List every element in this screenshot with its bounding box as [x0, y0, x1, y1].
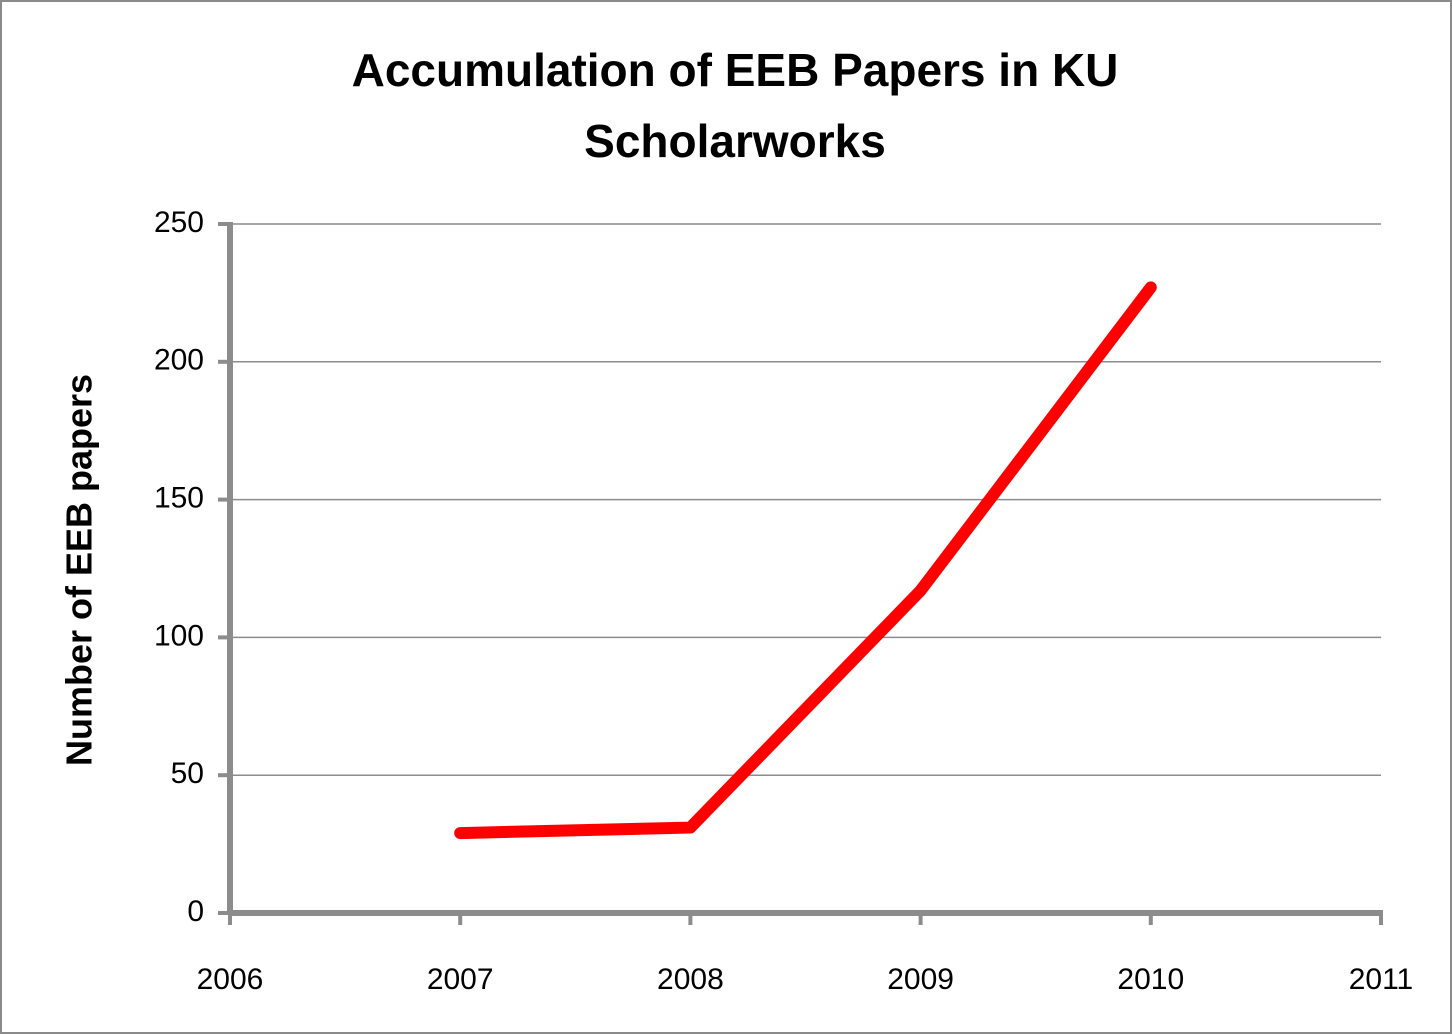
y-tick-label: 250	[154, 206, 204, 239]
y-axis-label: Number of EEB papers	[59, 374, 100, 766]
y-tick-label: 200	[154, 344, 204, 377]
x-tick-label: 2010	[1117, 963, 1184, 996]
y-tick-label: 100	[154, 619, 204, 652]
y-tick-label: 0	[187, 895, 204, 928]
y-tick-label: 50	[171, 757, 204, 790]
x-tick-label: 2006	[197, 963, 264, 996]
x-tick-label: 2011	[1349, 963, 1414, 996]
x-tick-label: 2008	[657, 963, 724, 996]
x-tick-label: 2009	[887, 963, 954, 996]
chart-title: Scholarworks	[584, 115, 886, 167]
y-tick-label: 150	[154, 482, 204, 515]
data-line	[454, 281, 1157, 840]
x-tick-label: 2007	[427, 963, 494, 996]
chart-title: Accumulation of EEB Papers in KU	[352, 44, 1119, 96]
